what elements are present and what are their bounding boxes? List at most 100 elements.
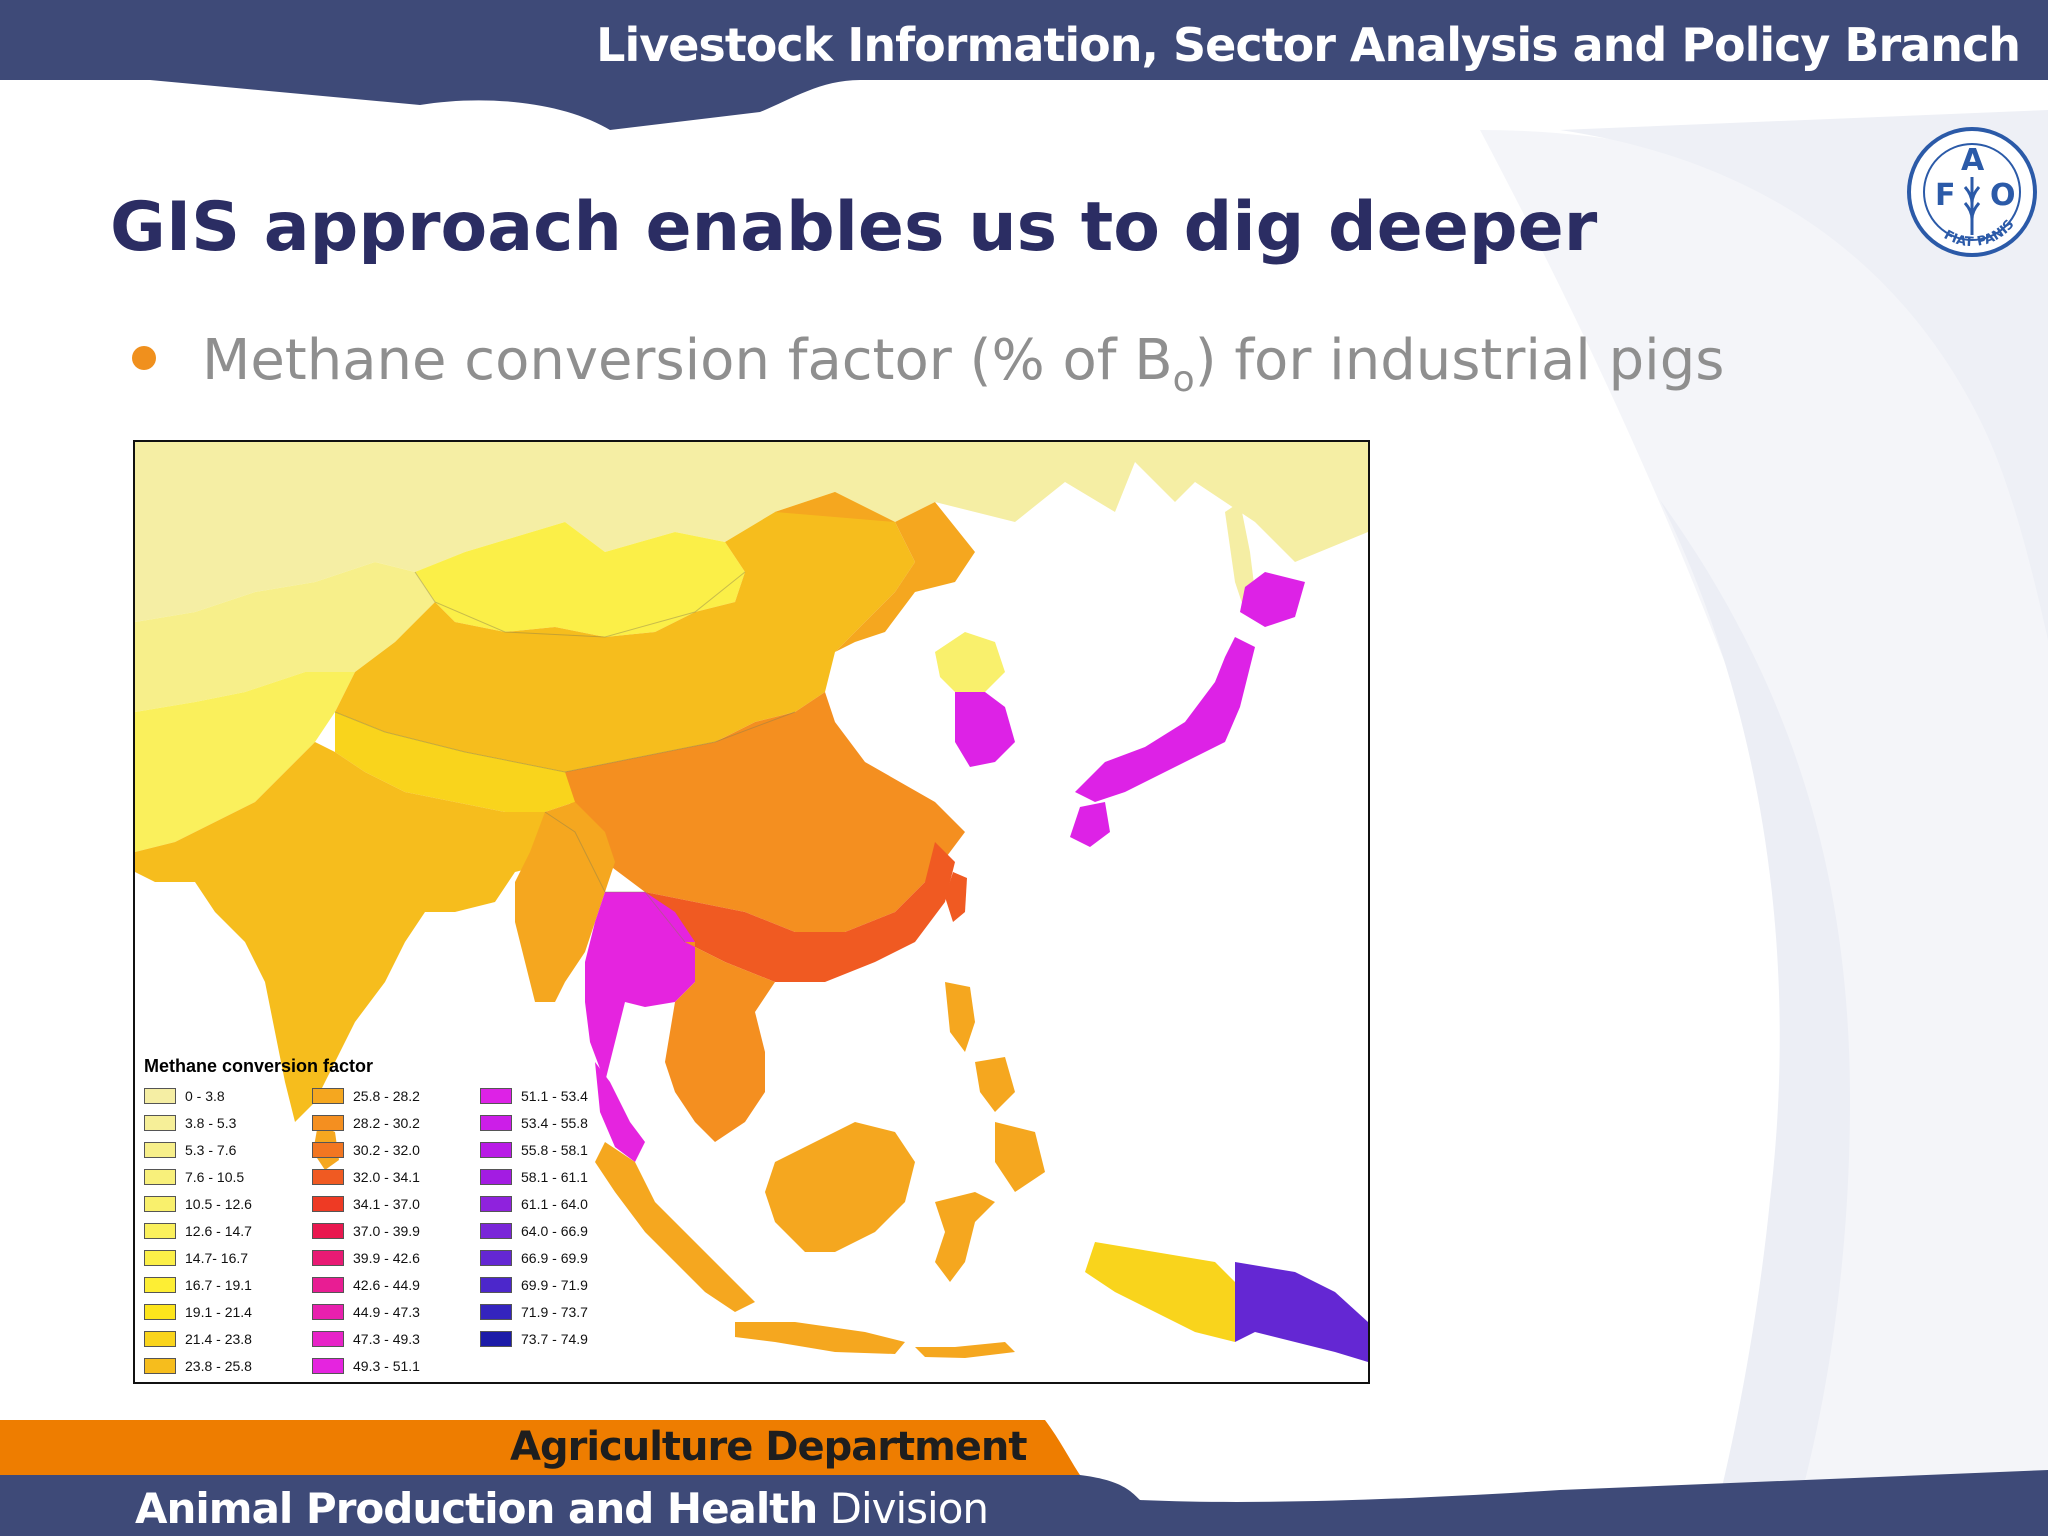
legend-item: 5.3 - 7.6 [144,1140,236,1160]
legend-swatch [144,1277,176,1293]
map-region-china-west [335,492,915,772]
legend-swatch [312,1331,344,1347]
legend-item: 58.1 - 61.1 [480,1167,588,1187]
legend-label: 55.8 - 58.1 [521,1142,588,1158]
bullet-dot [132,346,156,370]
map-region-japan [1240,572,1305,627]
banner-title: Livestock Information, Sector Analysis a… [596,18,2021,72]
map-region-kazakhstan [135,562,435,712]
legend-swatch [144,1331,176,1347]
legend-swatch [480,1277,512,1293]
legend-item: 55.8 - 58.1 [480,1140,588,1160]
legend-swatch [312,1088,344,1104]
map-region-indochina [665,942,775,1142]
legend-label: 39.9 - 42.6 [353,1250,420,1266]
legend-item: 25.8 - 28.2 [312,1086,420,1106]
map-region-thailand [585,892,695,1082]
legend-item: 10.5 - 12.6 [144,1194,252,1214]
legend-label: 64.0 - 66.9 [521,1223,588,1239]
map-region-mongolia [415,522,745,637]
legend-swatch [312,1358,344,1374]
legend-label: 7.6 - 10.5 [185,1169,245,1185]
map-region-sulawesi [935,1192,995,1282]
legend-item: 73.7 - 74.9 [480,1329,588,1349]
map-region-papua-indonesia [1085,1242,1235,1342]
legend-item: 53.4 - 55.8 [480,1113,588,1133]
legend-swatch [144,1115,176,1131]
legend-swatch [480,1088,512,1104]
map-region-taiwan [945,872,967,922]
legend-swatch [144,1088,176,1104]
legend-label: 53.4 - 55.8 [521,1115,588,1131]
map-region-philippines [995,1122,1045,1192]
legend-swatch [480,1223,512,1239]
legend-swatch [312,1115,344,1131]
legend-label: 44.9 - 47.3 [353,1304,420,1320]
map-region-china-south [645,842,955,982]
legend-item: 0 - 3.8 [144,1086,225,1106]
legend-item: 49.3 - 51.1 [312,1356,420,1376]
svg-text:A: A [1961,143,1985,178]
legend-item: 44.9 - 47.3 [312,1302,420,1322]
legend-label: 25.8 - 28.2 [353,1088,420,1104]
legend-label: 10.5 - 12.6 [185,1196,252,1212]
legend-item: 30.2 - 32.0 [312,1140,420,1160]
map-region-sumatra [595,1142,755,1312]
legend-swatch [312,1250,344,1266]
legend-label: 16.7 - 19.1 [185,1277,252,1293]
footer-orange-band [0,1420,1080,1475]
legend-label: 12.6 - 14.7 [185,1223,252,1239]
legend-item: 51.1 - 53.4 [480,1086,588,1106]
legend-swatch [144,1304,176,1320]
legend-item: 7.6 - 10.5 [144,1167,244,1187]
map-region-russia-north [1225,502,1255,612]
legend-swatch [480,1304,512,1320]
legend-swatch [480,1169,512,1185]
legend-label: 61.1 - 64.0 [521,1196,588,1212]
fao-logo: F A O FIAT PANIS [1907,127,2037,257]
legend-label: 49.3 - 51.1 [353,1358,420,1374]
legend-item: 21.4 - 23.8 [144,1329,252,1349]
legend-item: 23.8 - 25.8 [144,1356,252,1376]
legend-label: 21.4 - 23.8 [185,1331,252,1347]
map-region-philippines [945,982,975,1052]
map-region-north-korea [935,632,1005,692]
legend-item: 39.9 - 42.6 [312,1248,420,1268]
legend-swatch [312,1223,344,1239]
map-canvas [135,442,1368,1362]
legend-item: 66.9 - 69.9 [480,1248,588,1268]
legend-swatch [144,1223,176,1239]
legend-item: 37.0 - 39.9 [312,1221,420,1241]
bullet-text: Methane conversion factor (% of Bo) for … [202,328,1725,400]
legend-item: 28.2 - 30.2 [312,1113,420,1133]
map-region-central-asia [135,672,355,852]
legend-swatch [312,1196,344,1212]
legend-item: 16.7 - 19.1 [144,1275,252,1295]
legend-label: 42.6 - 44.9 [353,1277,420,1293]
legend-label: 47.3 - 49.3 [353,1331,420,1347]
legend-swatch [144,1142,176,1158]
legend-swatch [480,1142,512,1158]
map-region-papua-new-guinea [1235,1262,1368,1362]
map-region-russia-north [135,442,1368,622]
legend-title: Methane conversion factor [144,1056,374,1076]
legend-item: 42.6 - 44.9 [312,1275,420,1295]
map-region-java [735,1322,905,1354]
legend-label: 0 - 3.8 [185,1088,225,1104]
top-banner [0,0,2048,130]
slide-title: GIS approach enables us to dig deeper [110,188,1598,267]
legend-swatch [480,1115,512,1131]
legend-label: 23.8 - 25.8 [185,1358,252,1374]
legend-item: 71.9 - 73.7 [480,1302,588,1322]
map-region-hainan [783,947,823,982]
map-legend: Methane conversion factor 0 - 3.8 3.8 - 5… [139,1056,739,1376]
legend-swatch [312,1304,344,1320]
legend-swatch [144,1250,176,1266]
legend-label: 3.8 - 5.3 [185,1115,237,1131]
legend-label: 32.0 - 34.1 [353,1169,420,1185]
legend-label: 37.0 - 39.9 [353,1223,420,1239]
legend-item: 19.1 - 21.4 [144,1302,252,1322]
legend-label: 19.1 - 21.4 [185,1304,252,1320]
legend-swatch [312,1142,344,1158]
